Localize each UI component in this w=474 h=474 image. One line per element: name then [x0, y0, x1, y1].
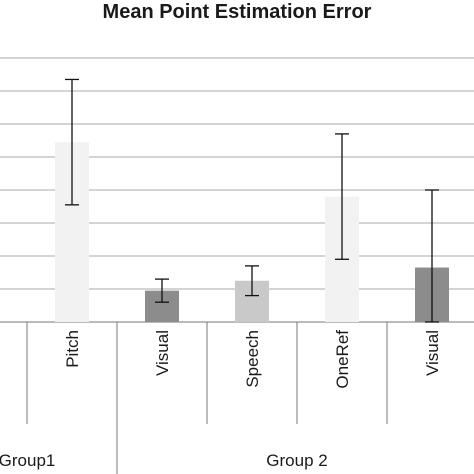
group-label: Group1 [0, 451, 55, 470]
x-tick-label: Pitch [63, 330, 82, 368]
error-bar [65, 78, 79, 206]
group-labels: Group1 Group 2 [0, 451, 328, 470]
chart-title: Mean Point Estimation Error [103, 1, 372, 23]
group-label: Group 2 [266, 451, 327, 470]
error-bar [155, 278, 169, 303]
x-tick-label: OneRef [333, 330, 352, 389]
error-bars [65, 78, 439, 323]
tick-labels: SpeechPitchVisualSpeechOneRefVisual [63, 330, 442, 389]
error-bar [425, 189, 439, 323]
x-tick-label: Visual [153, 330, 172, 376]
x-tick-label: Speech [243, 330, 262, 388]
bars [55, 142, 449, 322]
x-tick-label: Visual [423, 330, 442, 376]
error-bar [335, 133, 349, 260]
error-bar [245, 265, 259, 297]
